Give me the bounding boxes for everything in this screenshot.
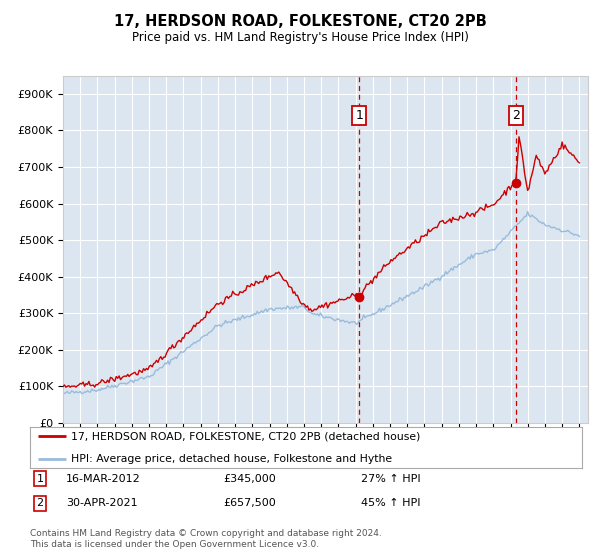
Text: £657,500: £657,500	[223, 498, 276, 508]
Text: HPI: Average price, detached house, Folkestone and Hythe: HPI: Average price, detached house, Folk…	[71, 454, 392, 464]
Text: 27% ↑ HPI: 27% ↑ HPI	[361, 474, 421, 484]
Text: 1: 1	[355, 109, 363, 122]
Text: 17, HERDSON ROAD, FOLKESTONE, CT20 2PB (detached house): 17, HERDSON ROAD, FOLKESTONE, CT20 2PB (…	[71, 431, 421, 441]
Text: Price paid vs. HM Land Registry's House Price Index (HPI): Price paid vs. HM Land Registry's House …	[131, 31, 469, 44]
Text: 45% ↑ HPI: 45% ↑ HPI	[361, 498, 421, 508]
Text: 30-APR-2021: 30-APR-2021	[66, 498, 137, 508]
Text: Contains HM Land Registry data © Crown copyright and database right 2024.
This d: Contains HM Land Registry data © Crown c…	[30, 529, 382, 549]
Text: 2: 2	[512, 109, 520, 122]
Text: 17, HERDSON ROAD, FOLKESTONE, CT20 2PB: 17, HERDSON ROAD, FOLKESTONE, CT20 2PB	[113, 14, 487, 29]
Text: 1: 1	[37, 474, 43, 484]
Text: 2: 2	[37, 498, 43, 508]
Text: £345,000: £345,000	[223, 474, 276, 484]
Text: 16-MAR-2012: 16-MAR-2012	[66, 474, 140, 484]
